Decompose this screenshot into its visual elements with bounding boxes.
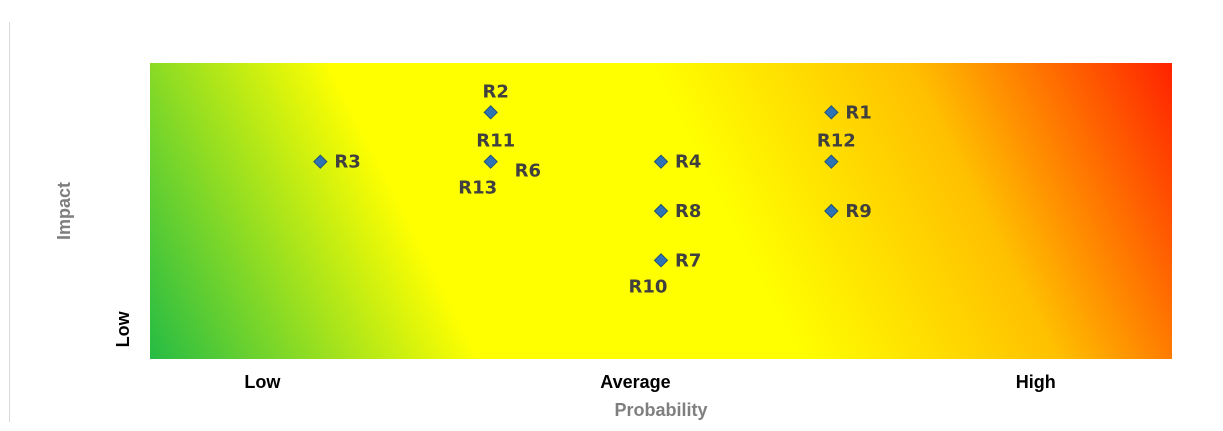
data-points-layer: R1 R2 R3 R4 R6 R7 R8 R9 R10 R11 R12 R13 [313, 81, 872, 297]
x-tick-label: High [1016, 372, 1056, 392]
data-point-label: R11 [476, 131, 515, 152]
data-point-label: R7 [675, 250, 701, 271]
data-point-marker [824, 105, 839, 120]
data-point-marker [483, 105, 498, 120]
data-point-marker [313, 154, 328, 169]
data-point-label: R8 [675, 201, 701, 222]
data-point-label: R4 [675, 152, 701, 173]
data-point-label: R6 [515, 161, 541, 182]
data-point-marker [824, 203, 839, 219]
data-point-marker [824, 154, 839, 169]
data-point-label: R9 [845, 201, 871, 222]
data-point-label: R13 [458, 178, 497, 199]
y-tick-label: Low [113, 310, 133, 347]
data-point-marker [653, 154, 669, 169]
x-tick-label: Low [244, 372, 281, 392]
x-axis-title: Probability [614, 400, 707, 420]
y-axis-title: Impact [54, 182, 74, 240]
data-point-marker [653, 203, 669, 219]
data-point-marker [483, 154, 498, 169]
data-point-label: R3 [334, 152, 360, 173]
data-point-marker [653, 253, 669, 268]
data-point-label: R1 [845, 102, 871, 123]
data-point-label: R12 [817, 131, 856, 152]
x-tick-label: Average [600, 372, 670, 392]
data-point-label: R2 [482, 81, 508, 102]
data-point-label: R10 [629, 276, 668, 297]
chart-left-border [9, 22, 10, 422]
